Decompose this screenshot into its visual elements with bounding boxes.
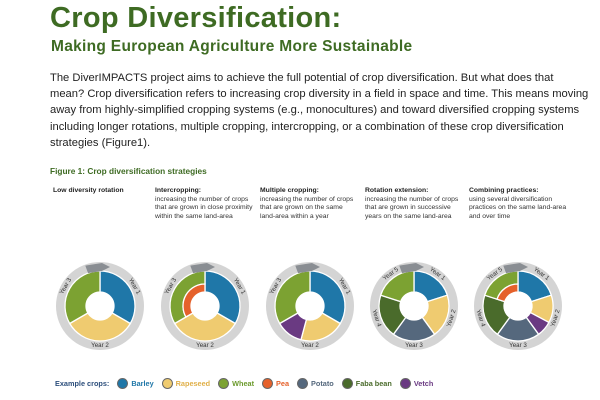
legend-item-label: Potato: [311, 378, 334, 388]
year-label: Year 2: [196, 342, 214, 349]
strategy-heading: Rotation extension:: [365, 187, 429, 194]
strategy-low-diversity: Low diversity rotation: [53, 187, 151, 196]
legend-item-label: Rapeseed: [175, 378, 211, 388]
figure-title: Figure 1: Crop diversification strategie…: [50, 166, 207, 176]
wheel-center: [191, 292, 219, 320]
swatch-icon: [297, 377, 309, 389]
intro-paragraph: The DiverIMPACTS project aims to achieve…: [50, 72, 589, 149]
strategy-heading: Low diversity rotation: [53, 187, 124, 194]
rotation-arrow-icon: [295, 263, 320, 274]
page-title: Crop Diversification:: [50, 2, 342, 34]
legend-item-pea: Pea: [262, 377, 290, 389]
legend-item-label: Pea: [276, 378, 290, 388]
legend-item-vetch: Vetch: [399, 377, 434, 389]
strategy-multiple-cropping: Multiple cropping: increasing the number…: [260, 187, 358, 221]
rotation-arrow-icon: [85, 263, 110, 274]
legend-item-rapeseed: Rapeseed: [161, 377, 211, 389]
legend-item-faba-bean: Faba bean: [341, 377, 392, 389]
legend-label: Example crops:: [55, 378, 110, 388]
legend-item-potato: Potato: [297, 377, 334, 389]
strategy-rotation-extension: Rotation extension: increasing the numbe…: [365, 187, 463, 221]
wheel-center: [86, 292, 114, 320]
rotation-arrow-icon: [503, 263, 528, 274]
wheel-center: [296, 292, 324, 320]
rotation-arrow-icon: [399, 263, 424, 274]
swatch-icon: [218, 377, 230, 389]
year-label: Year 2: [301, 342, 319, 349]
page-subtitle: Making European Agriculture More Sustain…: [51, 38, 413, 55]
strategy-description: increasing the number of crops that are …: [365, 195, 459, 220]
swatch-icon: [341, 377, 353, 389]
wheel-center: [504, 292, 532, 320]
strategy-description: increasing the number of crops that are …: [155, 195, 253, 220]
year-label: Year 3: [509, 342, 527, 349]
legend-item-label: Barley: [131, 378, 154, 388]
year-label: Year 3: [405, 342, 423, 349]
strategy-combining-practices: Combining practices: using several diver…: [469, 187, 567, 221]
swatch-icon: [161, 377, 173, 389]
swatch-icon: [262, 377, 274, 389]
legend-item-label: Faba bean: [355, 378, 392, 388]
strategy-heading: Intercropping:: [155, 187, 202, 194]
strategy-heading: Combining practices:: [469, 187, 539, 194]
strategy-intercropping: Intercropping: increasing the number of …: [155, 187, 253, 221]
strategy-description: increasing the number of crops that are …: [260, 195, 354, 220]
strategy-heading: Multiple cropping:: [260, 187, 319, 194]
swatch-icon: [117, 377, 129, 389]
legend-item-wheat: Wheat: [218, 377, 255, 389]
legend-item-label: Vetch: [413, 378, 434, 388]
crop-legend: Example crops: Barley Rapeseed Wheat Pea…: [55, 377, 441, 389]
wheel-center: [400, 292, 428, 320]
rotation-arrow-icon: [190, 263, 215, 274]
strategy-description: using several diversification practices …: [469, 195, 567, 220]
legend-item-barley: Barley: [117, 377, 154, 389]
year-label: Year 2: [91, 342, 109, 349]
legend-item-label: Wheat: [232, 378, 255, 388]
swatch-icon: [399, 377, 411, 389]
